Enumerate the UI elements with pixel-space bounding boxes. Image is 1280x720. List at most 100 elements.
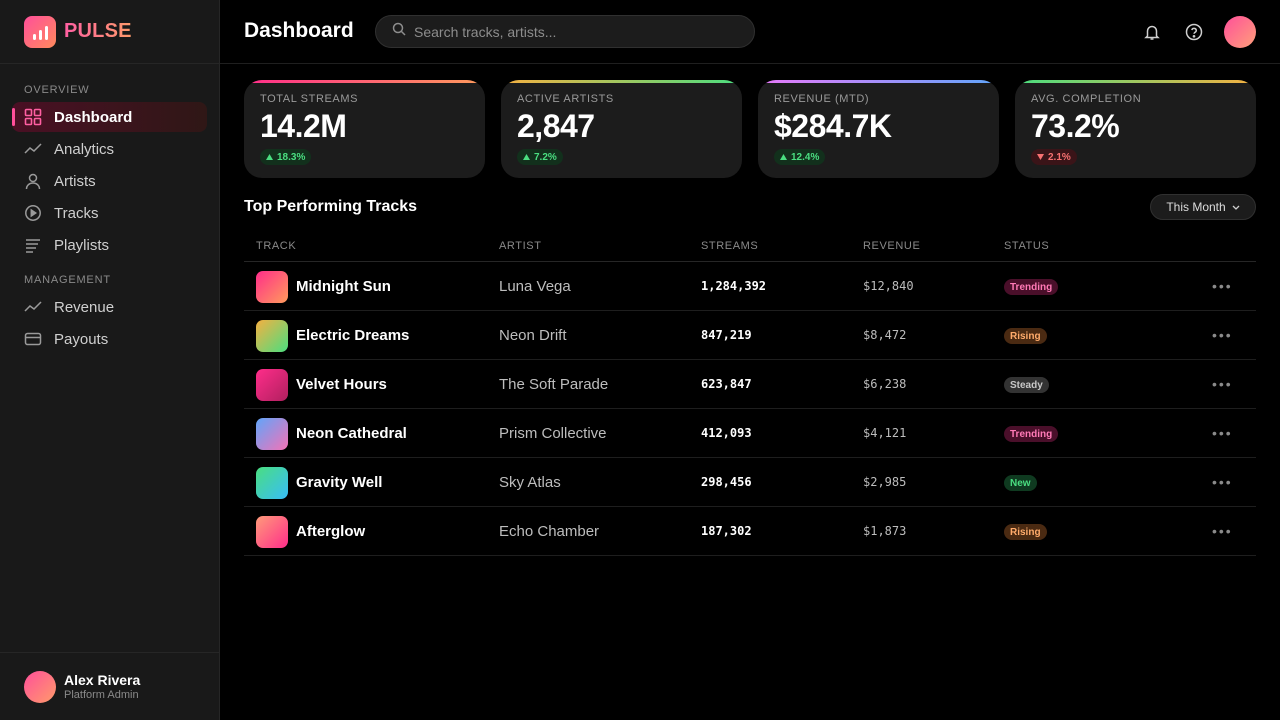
track-name[interactable]: Gravity Well <box>296 474 383 491</box>
more-options-icon[interactable]: ••• <box>1212 327 1233 343</box>
track-artist[interactable]: Echo Chamber <box>499 523 600 540</box>
stat-card-revenue: REVENUE (MTD) $284.7K 12.4% <box>758 80 999 178</box>
status-badge: Trending <box>1004 426 1059 442</box>
track-artwork <box>256 516 288 548</box>
arrow-up-icon <box>523 154 530 160</box>
search-box[interactable] <box>375 15 755 48</box>
column-header-artist[interactable]: ARTIST <box>499 240 542 252</box>
more-options-icon[interactable]: ••• <box>1212 425 1233 441</box>
stat-label: REVENUE (MTD) <box>774 93 870 105</box>
track-artwork <box>256 320 288 352</box>
trend-line-icon <box>24 140 42 158</box>
bell-icon[interactable] <box>1142 22 1162 42</box>
track-artist[interactable]: Neon Drift <box>499 327 567 344</box>
sidebar-item-label: Payouts <box>54 330 109 348</box>
track-artist[interactable]: Sky Atlas <box>499 474 561 491</box>
track-name[interactable]: Velvet Hours <box>296 376 387 393</box>
column-header-track[interactable]: TRACK <box>256 240 297 252</box>
nav-section-management: MANAGEMENT <box>24 274 111 286</box>
table-row[interactable]: Gravity Well Sky Atlas 298,456 $2,985 Ne… <box>244 458 1256 507</box>
track-revenue: $8,472 <box>863 328 907 342</box>
period-filter-dropdown[interactable]: This Month <box>1150 194 1256 220</box>
card-accent-bar <box>758 80 999 83</box>
sidebar-item-revenue[interactable]: Revenue <box>12 292 207 322</box>
track-revenue: $2,985 <box>863 475 907 489</box>
track-name[interactable]: Midnight Sun <box>296 278 391 295</box>
card-accent-bar <box>1015 80 1256 83</box>
stat-label: TOTAL STREAMS <box>260 93 359 105</box>
trend-line-icon <box>24 298 42 316</box>
table-row[interactable]: Velvet Hours The Soft Parade 623,847 $6,… <box>244 360 1256 409</box>
stat-delta: 18.3% <box>277 151 306 163</box>
track-streams: 187,302 <box>701 524 752 538</box>
sidebar-item-tracks[interactable]: Tracks <box>12 198 207 228</box>
user-role: Platform Admin <box>64 689 139 701</box>
track-streams: 847,219 <box>701 328 752 342</box>
track-revenue: $4,121 <box>863 426 907 440</box>
track-streams: 1,284,392 <box>701 279 767 293</box>
user-profile[interactable]: Alex Rivera Platform Admin <box>0 652 219 720</box>
stat-value: 2,847 <box>517 108 595 144</box>
table-row[interactable]: Midnight Sun Luna Vega 1,284,392 $12,840… <box>244 262 1256 311</box>
more-options-icon[interactable]: ••• <box>1212 278 1233 294</box>
track-name[interactable]: Neon Cathedral <box>296 425 407 442</box>
play-circle-icon <box>24 204 42 222</box>
card-icon <box>24 330 42 348</box>
column-header-revenue[interactable]: REVENUE <box>863 240 921 252</box>
track-name[interactable]: Electric Dreams <box>296 327 410 344</box>
stat-delta-badge: 2.1% <box>1031 149 1077 165</box>
more-options-icon[interactable]: ••• <box>1212 523 1233 539</box>
avatar <box>24 670 56 703</box>
table-row[interactable]: Afterglow Echo Chamber 187,302 $1,873 Ri… <box>244 507 1256 556</box>
table-row[interactable]: Electric Dreams Neon Drift 847,219 $8,47… <box>244 311 1256 360</box>
sidebar-item-label: Analytics <box>54 140 115 158</box>
track-streams: 623,847 <box>701 377 752 391</box>
top-header: Dashboard <box>220 0 1280 64</box>
search-input[interactable] <box>414 23 734 40</box>
track-name[interactable]: Afterglow <box>296 523 366 540</box>
track-revenue: $1,873 <box>863 524 907 538</box>
track-streams: 298,456 <box>701 475 752 489</box>
sidebar-item-dashboard[interactable]: Dashboard <box>12 102 207 132</box>
sidebar-item-artists[interactable]: Artists <box>12 166 207 196</box>
chevron-down-icon <box>1232 205 1240 210</box>
sidebar-item-label: Dashboard <box>54 108 133 126</box>
sidebar-item-label: Revenue <box>54 298 115 316</box>
track-artwork <box>256 467 288 499</box>
user-icon <box>24 172 42 190</box>
track-artist[interactable]: Prism Collective <box>499 425 607 442</box>
filter-label: This Month <box>1166 200 1226 214</box>
stat-card-active-artists: ACTIVE ARTISTS 2,847 7.2% <box>501 80 742 178</box>
help-icon[interactable] <box>1184 22 1204 42</box>
sidebar-item-analytics[interactable]: Analytics <box>12 134 207 164</box>
user-name: Alex Rivera <box>64 672 141 688</box>
arrow-down-icon <box>1037 154 1044 160</box>
arrow-up-icon <box>780 154 787 160</box>
stat-delta-badge: 7.2% <box>517 149 563 165</box>
table-row[interactable]: Neon Cathedral Prism Collective 412,093 … <box>244 409 1256 458</box>
stat-delta: 7.2% <box>534 151 557 163</box>
column-header-streams[interactable]: STREAMS <box>701 240 759 252</box>
user-info: Alex Rivera Platform Admin <box>64 672 140 701</box>
sidebar-item-label: Playlists <box>54 236 110 254</box>
brand[interactable]: PULSE <box>0 0 219 64</box>
sidebar-item-playlists[interactable]: Playlists <box>12 230 207 260</box>
track-artist[interactable]: Luna Vega <box>499 278 571 295</box>
sidebar-item-payouts[interactable]: Payouts <box>12 324 207 354</box>
page-title: Dashboard <box>244 19 354 42</box>
pulse-logo-icon <box>24 15 56 48</box>
stat-value: 14.2M <box>260 108 347 144</box>
card-accent-bar <box>244 80 485 83</box>
stat-label: AVG. COMPLETION <box>1031 93 1142 105</box>
track-artist[interactable]: The Soft Parade <box>499 376 609 393</box>
track-revenue: $6,238 <box>863 377 907 391</box>
status-badge: Trending <box>1004 279 1059 295</box>
track-artwork <box>256 271 288 303</box>
column-header-status[interactable]: STATUS <box>1004 240 1050 252</box>
sidebar-item-label: Tracks <box>54 204 99 222</box>
avatar[interactable] <box>1224 16 1256 48</box>
more-options-icon[interactable]: ••• <box>1212 376 1233 392</box>
arrow-up-icon <box>266 154 273 160</box>
card-accent-bar <box>501 80 742 83</box>
more-options-icon[interactable]: ••• <box>1212 474 1233 490</box>
